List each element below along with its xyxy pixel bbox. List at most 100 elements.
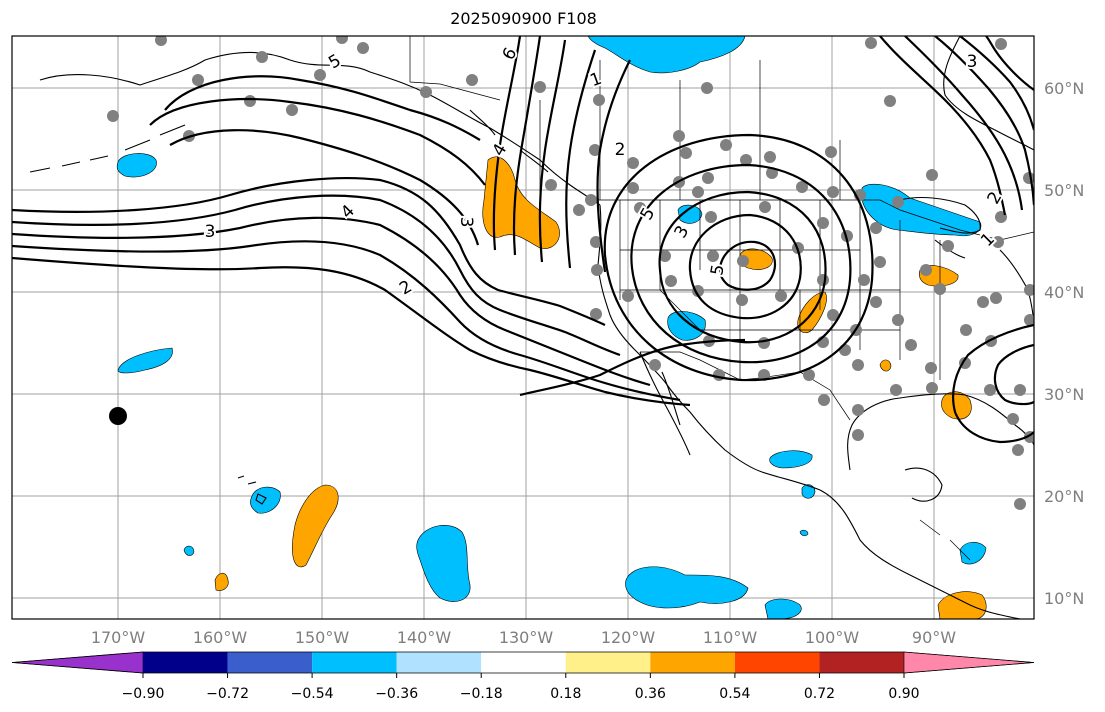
contour-line (12, 240, 681, 402)
latitude-ticks: 10°N 20°N 30°N 40°N 50°N 60°N (1044, 79, 1084, 608)
station-dot (926, 382, 938, 394)
station-dot (736, 294, 748, 306)
contour-line (492, 36, 522, 251)
station-dot (336, 36, 348, 44)
station-dot (992, 236, 1004, 248)
blue-region (799, 529, 809, 537)
contour-line (658, 190, 827, 344)
station-dot (286, 104, 298, 116)
orange-region (292, 484, 339, 568)
contour-label: 3 (456, 217, 476, 228)
station-dot (1024, 284, 1034, 296)
coastlines (29, 36, 1034, 619)
contour-line (512, 36, 542, 256)
station-dot (244, 95, 256, 107)
colorbar-segment (650, 652, 735, 673)
station-dot (874, 256, 886, 268)
contours (12, 36, 1034, 444)
station-dot (942, 240, 954, 252)
lat-tick-label: 40°N (1044, 283, 1084, 302)
station-dot (155, 36, 167, 46)
station-dot (920, 264, 932, 276)
contour-label: 2 (615, 140, 626, 160)
graticule (12, 36, 1034, 619)
alaska-canada-border (409, 36, 501, 101)
station-dot (827, 186, 839, 198)
station-dot (1012, 444, 1024, 456)
colorbar (11, 651, 1035, 674)
station-dot (737, 255, 749, 267)
map-background (12, 36, 1034, 619)
station-dot (314, 69, 326, 81)
station-dot (870, 296, 882, 308)
lon-tick-label: 130°W (499, 628, 554, 647)
station-dot (934, 283, 946, 295)
station-dot (627, 182, 639, 194)
colorbar-tick-label: −0.54 (291, 686, 334, 702)
colorbar-segment (396, 652, 482, 673)
contour-line (164, 75, 481, 141)
orange-region (214, 572, 229, 591)
blue-region (587, 36, 746, 74)
station-dot (420, 86, 432, 98)
station-dot (995, 38, 1007, 50)
station-dot (590, 236, 602, 248)
contour-line (538, 39, 567, 263)
station-dot (775, 290, 787, 302)
station-dot (764, 151, 776, 163)
station-dot (590, 308, 602, 320)
marker-dot (109, 407, 127, 425)
contour-line (688, 213, 802, 320)
station-dot (990, 292, 1002, 304)
contour-line (12, 177, 606, 326)
station-dot (766, 167, 778, 179)
yucatan (904, 467, 943, 502)
station-dot (534, 81, 546, 93)
colorbar-ticks: −0.90 −0.72 −0.54 −0.36 −0.18 0.18 0.36 0.54 0.7… (122, 673, 920, 702)
station-dot (858, 274, 870, 286)
hawaii (237, 475, 267, 505)
station-dot (825, 146, 837, 158)
station-dot (818, 394, 830, 406)
contour-line (565, 49, 597, 269)
lon-tick-label: 150°W (295, 628, 350, 647)
station-dot (634, 202, 646, 214)
station-dot (890, 384, 902, 396)
station-dot (702, 172, 714, 184)
contour-line (12, 256, 691, 407)
contour-line (951, 323, 1034, 444)
blue-region (769, 450, 813, 469)
station-dot (905, 339, 917, 351)
station-dot (357, 42, 369, 54)
colorbar-tick-label: 0.90 (888, 686, 919, 702)
state-lines (619, 200, 941, 380)
colorbar-segment (143, 652, 228, 673)
colorbar-tick-label: −0.90 (122, 686, 165, 702)
station-dot (960, 324, 972, 336)
longitude-ticks: 170°W 160°W 150°W 140°W 130°W 120°W 110°W 100°W… (91, 628, 956, 647)
contour-line (879, 36, 1007, 216)
station-dot (256, 51, 268, 63)
station-dot (852, 404, 864, 416)
station-dot (758, 337, 770, 349)
contour-line (169, 129, 480, 246)
station-dot (817, 274, 829, 286)
station-dot (1007, 413, 1019, 425)
station-dot (803, 369, 815, 381)
station-dot (977, 296, 989, 308)
contour-line (12, 216, 651, 387)
station-dot (758, 369, 770, 381)
colorbar-segment (565, 652, 651, 673)
hudson-bay (943, 36, 1034, 151)
station-dot (759, 201, 771, 213)
station-dot (1014, 498, 1026, 510)
contour-line (904, 36, 1024, 211)
station-dot (796, 181, 808, 193)
blue-region (116, 153, 157, 178)
station-dot (591, 264, 603, 276)
colorbar-extend-high (903, 651, 1035, 674)
station-dot (627, 157, 639, 169)
station-dot (713, 369, 725, 381)
bc-islands (469, 109, 549, 173)
